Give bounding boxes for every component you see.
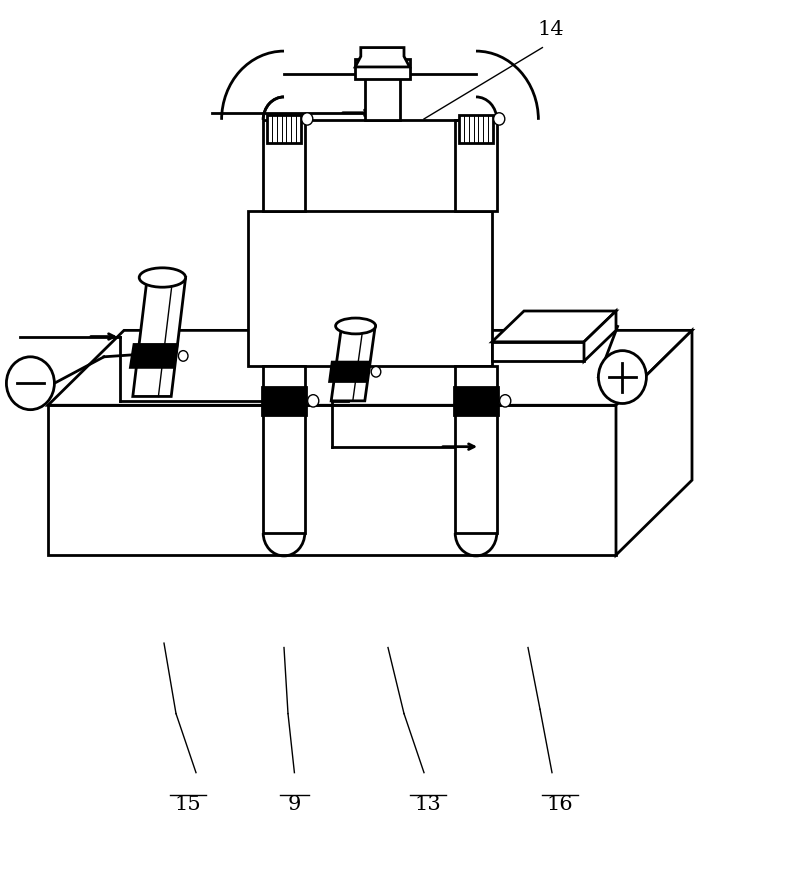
Circle shape	[178, 351, 188, 361]
Bar	[365, 71, 400, 120]
Text: 13: 13	[414, 795, 442, 814]
Text: 9: 9	[288, 795, 301, 814]
Circle shape	[371, 366, 381, 377]
Text: 15: 15	[174, 795, 202, 814]
Polygon shape	[355, 48, 410, 67]
Circle shape	[499, 395, 510, 407]
Circle shape	[598, 351, 646, 403]
Polygon shape	[331, 326, 375, 401]
Bar	[263, 366, 305, 533]
Bar	[248, 211, 492, 366]
Bar	[459, 115, 493, 143]
Polygon shape	[584, 311, 616, 361]
Polygon shape	[616, 330, 692, 555]
Polygon shape	[492, 311, 616, 342]
Polygon shape	[330, 362, 369, 381]
Bar	[263, 120, 305, 211]
Ellipse shape	[139, 268, 186, 287]
Circle shape	[6, 357, 54, 410]
Circle shape	[307, 395, 318, 407]
Circle shape	[302, 113, 313, 125]
Polygon shape	[48, 330, 692, 405]
Bar	[455, 120, 497, 211]
Bar	[454, 387, 498, 415]
Polygon shape	[130, 344, 178, 367]
Text: 16: 16	[546, 795, 574, 814]
Polygon shape	[133, 278, 186, 396]
Circle shape	[494, 113, 505, 125]
Polygon shape	[48, 405, 616, 555]
Bar	[355, 59, 410, 79]
Ellipse shape	[336, 318, 376, 334]
Polygon shape	[492, 342, 584, 361]
Bar	[267, 115, 301, 143]
Bar	[262, 387, 306, 415]
Text: 14: 14	[537, 19, 564, 39]
Bar	[455, 366, 497, 533]
